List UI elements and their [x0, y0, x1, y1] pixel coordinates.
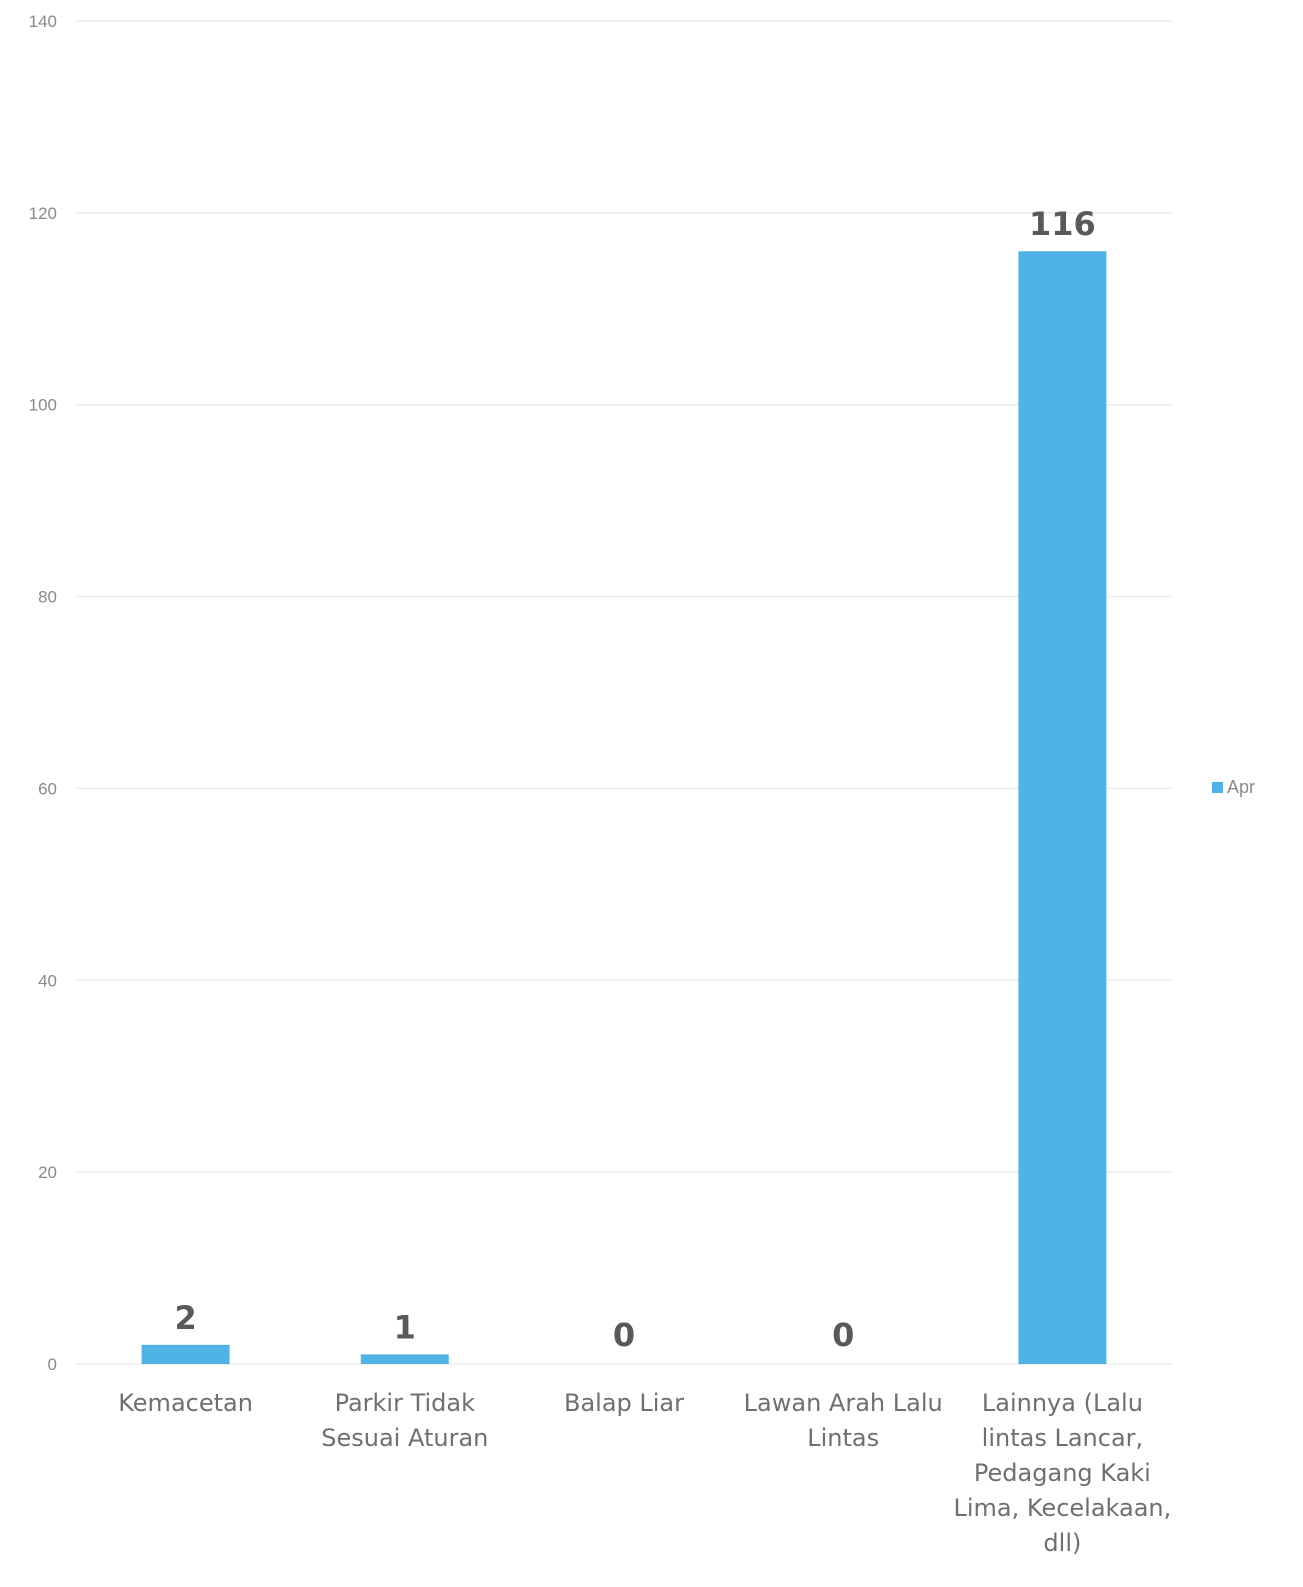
- y-tick-label: 0: [48, 1355, 57, 1374]
- legend-swatch: [1212, 782, 1223, 793]
- y-tick-label: 100: [29, 396, 57, 415]
- category-label-line: Lintas: [807, 1424, 879, 1452]
- y-tick-label: 40: [38, 971, 57, 990]
- y-tick-label: 140: [29, 12, 57, 31]
- category-label-line: Pedagang Kaki: [974, 1459, 1151, 1487]
- category-label-line: Lima, Kecelakaan,: [954, 1494, 1172, 1522]
- category-label-line: Kemacetan: [118, 1389, 253, 1417]
- y-tick-label: 120: [29, 204, 57, 223]
- legend-label: Apr: [1227, 777, 1255, 797]
- category-label-line: Lawan Arah Lalu: [744, 1389, 943, 1417]
- category-label-line: Balap Liar: [564, 1389, 684, 1417]
- bar: [1018, 251, 1107, 1365]
- data-label: 116: [1029, 205, 1096, 243]
- category-label-line: Sesuai Aturan: [321, 1424, 488, 1452]
- category-label: Kemacetan: [118, 1389, 253, 1417]
- data-label: 2: [174, 1299, 196, 1337]
- bar: [360, 1354, 449, 1364]
- y-tick-label: 20: [38, 1163, 57, 1182]
- category-label-line: Parkir Tidak: [335, 1389, 476, 1417]
- data-label: 0: [613, 1316, 635, 1354]
- category-label-line: dll): [1043, 1529, 1081, 1557]
- category-label: Parkir Tidak Sesuai Aturan: [321, 1389, 488, 1452]
- y-tick-label: 80: [38, 588, 57, 607]
- category-label-line: lintas Lancar,: [982, 1424, 1143, 1452]
- data-label: 1: [394, 1308, 416, 1346]
- category-label: Lawan Arah Lalu Lintas: [744, 1389, 943, 1452]
- data-labels: 2 1 0 0 116: [174, 205, 1095, 1354]
- category-label: Lainnya (Lalu lintas Lancar, Pedagang Kaki…: [954, 1389, 1172, 1557]
- y-axis: 0 20 40 60 80 100 120 140: [29, 12, 57, 1374]
- legend: Apr: [1212, 777, 1255, 797]
- category-label-line: Lainnya (Lalu: [982, 1389, 1143, 1417]
- bar: [141, 1344, 230, 1364]
- data-label: 0: [832, 1316, 854, 1354]
- bars: [141, 251, 1107, 1365]
- gridlines: [76, 20, 1172, 1365]
- x-axis: Kemacetan Parkir Tidak Sesuai Aturan Balap …: [118, 1389, 1171, 1557]
- category-label: Balap Liar: [564, 1389, 684, 1417]
- y-tick-label: 60: [38, 779, 57, 798]
